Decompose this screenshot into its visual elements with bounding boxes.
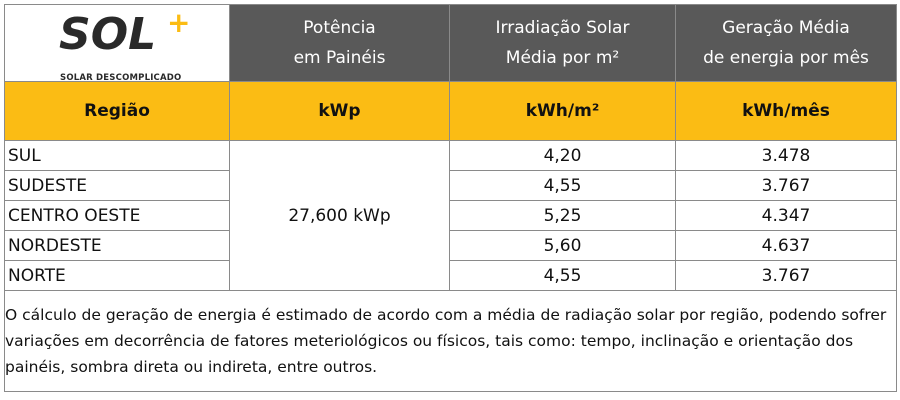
col-kwp-header: kWp bbox=[229, 81, 450, 141]
table-row: SUDESTE 4,55 3.767 bbox=[4, 170, 897, 201]
logo-wordmark: SOL bbox=[59, 9, 157, 60]
region-cell: SUL bbox=[4, 140, 230, 171]
table-row: NORDESTE 5,60 4.637 bbox=[4, 230, 897, 261]
header-irradiacao: Irradiação Solar Média por m² bbox=[449, 4, 676, 82]
table-row: SUL 27,600 kWp 4,20 3.478 bbox=[4, 140, 897, 291]
col-irradiacao-unit: kWh/m² bbox=[449, 81, 676, 141]
header-potencia-line2: em Painéis bbox=[293, 48, 386, 68]
header-geracao-line1: Geração Média bbox=[722, 18, 850, 38]
header-irradiacao-line1: Irradiação Solar bbox=[495, 18, 630, 38]
irradiation-cell: 4,55 bbox=[449, 170, 676, 201]
generation-cell: 3.478 bbox=[675, 140, 897, 171]
sol-logo: SOL + SOLAR DESCOMPLICADO bbox=[5, 5, 225, 84]
irradiation-cell: 4,55 bbox=[449, 260, 676, 291]
irradiation-cell: 5,60 bbox=[449, 230, 676, 261]
logo-cell: SOL + SOLAR DESCOMPLICADO bbox=[4, 4, 230, 84]
disclaimer-note: O cálculo de geração de energia é estima… bbox=[4, 290, 897, 392]
header-row: SOL + SOLAR DESCOMPLICADO Potência em Pa… bbox=[4, 4, 897, 84]
header-geracao-line2: de energia por mês bbox=[703, 48, 869, 68]
header-geracao: Geração Média de energia por mês bbox=[675, 4, 897, 82]
region-cell: NORDESTE bbox=[4, 230, 230, 261]
irradiation-cell: 5,25 bbox=[449, 200, 676, 231]
header-potencia-line1: Potência bbox=[303, 18, 376, 38]
generation-cell: 4.347 bbox=[675, 200, 897, 231]
region-cell: NORTE bbox=[4, 260, 230, 291]
header-irradiacao-line2: Média por m² bbox=[505, 48, 620, 68]
region-cell: CENTRO OESTE bbox=[4, 200, 230, 231]
generation-cell: 3.767 bbox=[675, 170, 897, 201]
generation-cell: 4.637 bbox=[675, 230, 897, 261]
header-potencia: Potência em Painéis bbox=[229, 4, 450, 82]
col-geracao-unit: kWh/mês bbox=[675, 81, 897, 141]
units-row: Região kWp kWh/m² kWh/mês bbox=[4, 81, 897, 141]
logo-plus-icon: + bbox=[167, 6, 191, 39]
note-row: O cálculo de geração de energia é estima… bbox=[4, 290, 897, 392]
solar-generation-table: SOL + SOLAR DESCOMPLICADO Potência em Pa… bbox=[4, 4, 897, 392]
col-regiao-header: Região bbox=[4, 81, 230, 141]
table-row: CENTRO OESTE 5,25 4.347 bbox=[4, 200, 897, 231]
power-cell: 27,600 kWp bbox=[229, 140, 450, 291]
region-cell: SUDESTE bbox=[4, 170, 230, 201]
generation-cell: 3.767 bbox=[675, 260, 897, 291]
logo-tagline: SOLAR DESCOMPLICADO bbox=[60, 73, 182, 83]
irradiation-cell: 4,20 bbox=[449, 140, 676, 171]
table-row: NORTE 4,55 3.767 bbox=[4, 260, 897, 291]
